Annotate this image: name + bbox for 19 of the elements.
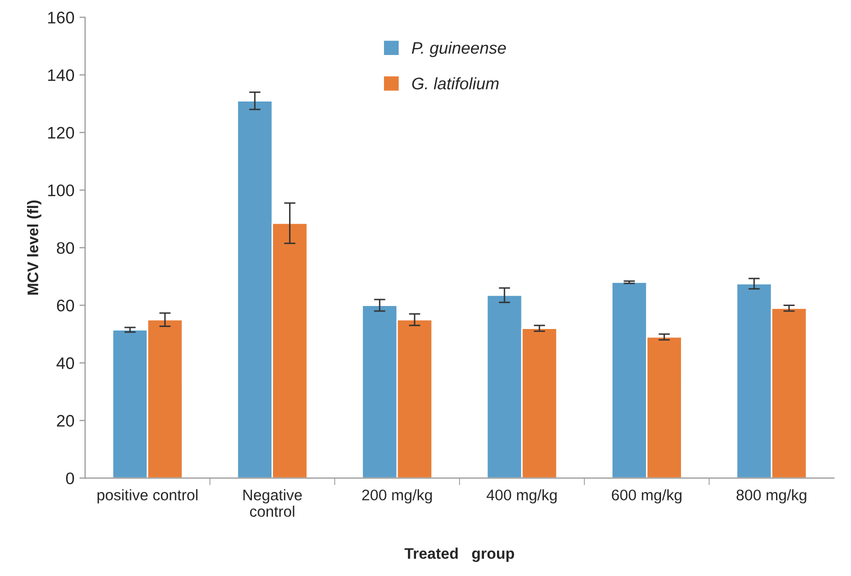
y-tick-label: 120	[48, 126, 74, 139]
x-tick-label: positive control	[98, 489, 198, 504]
y-tick-label: 20	[56, 414, 74, 427]
y-tick-label: 160	[48, 12, 74, 24]
y-tick-label: 0	[66, 472, 74, 484]
y-tick-label: 40	[56, 357, 74, 370]
legend-label: G. latifolium	[412, 77, 499, 90]
y-tick-label: 80	[56, 242, 74, 254]
y-tick-label: 60	[56, 300, 74, 312]
x-tick-label: Negative control	[243, 489, 302, 517]
x-axis-title: Treated group	[404, 548, 514, 562]
y-tick-label: 100	[48, 184, 74, 196]
x-tick-label: 800 mg/kg	[736, 489, 806, 504]
x-tick-label: 600 mg/kg	[612, 489, 682, 504]
x-tick-label: 200 mg/kg	[362, 489, 432, 504]
y-axis-title: MCV level (fl)	[27, 200, 42, 295]
legend-label: P. guineense	[412, 42, 506, 58]
y-tick-label: 140	[48, 69, 74, 82]
x-tick-label: 400 mg/kg	[486, 489, 557, 504]
